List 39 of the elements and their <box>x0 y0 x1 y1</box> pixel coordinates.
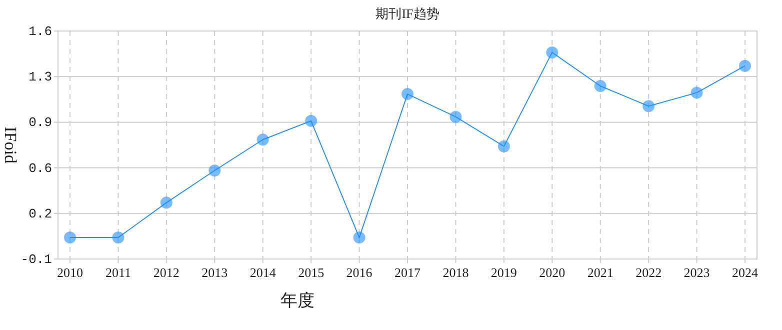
y-tick-label: 1.3 <box>28 70 52 85</box>
point <box>160 196 172 209</box>
x-tick-label: 2013 <box>202 265 228 280</box>
point <box>739 60 751 72</box>
x-tick-label: 2011 <box>105 265 131 280</box>
x-tick-label: 2021 <box>587 265 614 280</box>
point <box>642 100 655 112</box>
point <box>546 46 558 58</box>
y-tick-label: 0.9 <box>28 115 52 130</box>
y-tick-label: 0.2 <box>28 206 52 222</box>
x-tick-label: 2017 <box>394 265 421 280</box>
x-tick-label: 2015 <box>298 265 324 280</box>
x-tick-label: 2010 <box>57 265 83 280</box>
x-tick-label: 2022 <box>636 265 662 280</box>
x-tick-label: 2019 <box>490 265 517 280</box>
y-tick-label: 0.6 <box>28 160 52 176</box>
chart-title: 期刊IF趋势 <box>376 6 440 21</box>
x-tick-label: 2023 <box>684 265 710 280</box>
x-tick-label: 2016 <box>346 265 373 280</box>
x-tick-label: 2018 <box>442 265 469 280</box>
point <box>112 232 124 244</box>
point <box>594 80 606 92</box>
y-tick-label: -0.1 <box>20 252 52 267</box>
point <box>256 134 269 146</box>
y-axis-title: IFoid <box>1 126 20 164</box>
point <box>64 232 76 244</box>
point <box>690 86 703 99</box>
y-tick-label: 1.6 <box>28 24 52 39</box>
point <box>353 232 366 244</box>
x-tick-label: 2024 <box>732 265 758 280</box>
x-tick-label: 2020 <box>539 265 566 280</box>
point <box>498 140 510 152</box>
point <box>402 88 414 100</box>
x-tick-label: 2014 <box>250 265 276 280</box>
x-tick-label: 2012 <box>153 265 180 280</box>
x-axis-title: 年度 <box>280 291 314 310</box>
point <box>450 110 462 123</box>
point <box>305 114 318 127</box>
point <box>208 164 221 176</box>
